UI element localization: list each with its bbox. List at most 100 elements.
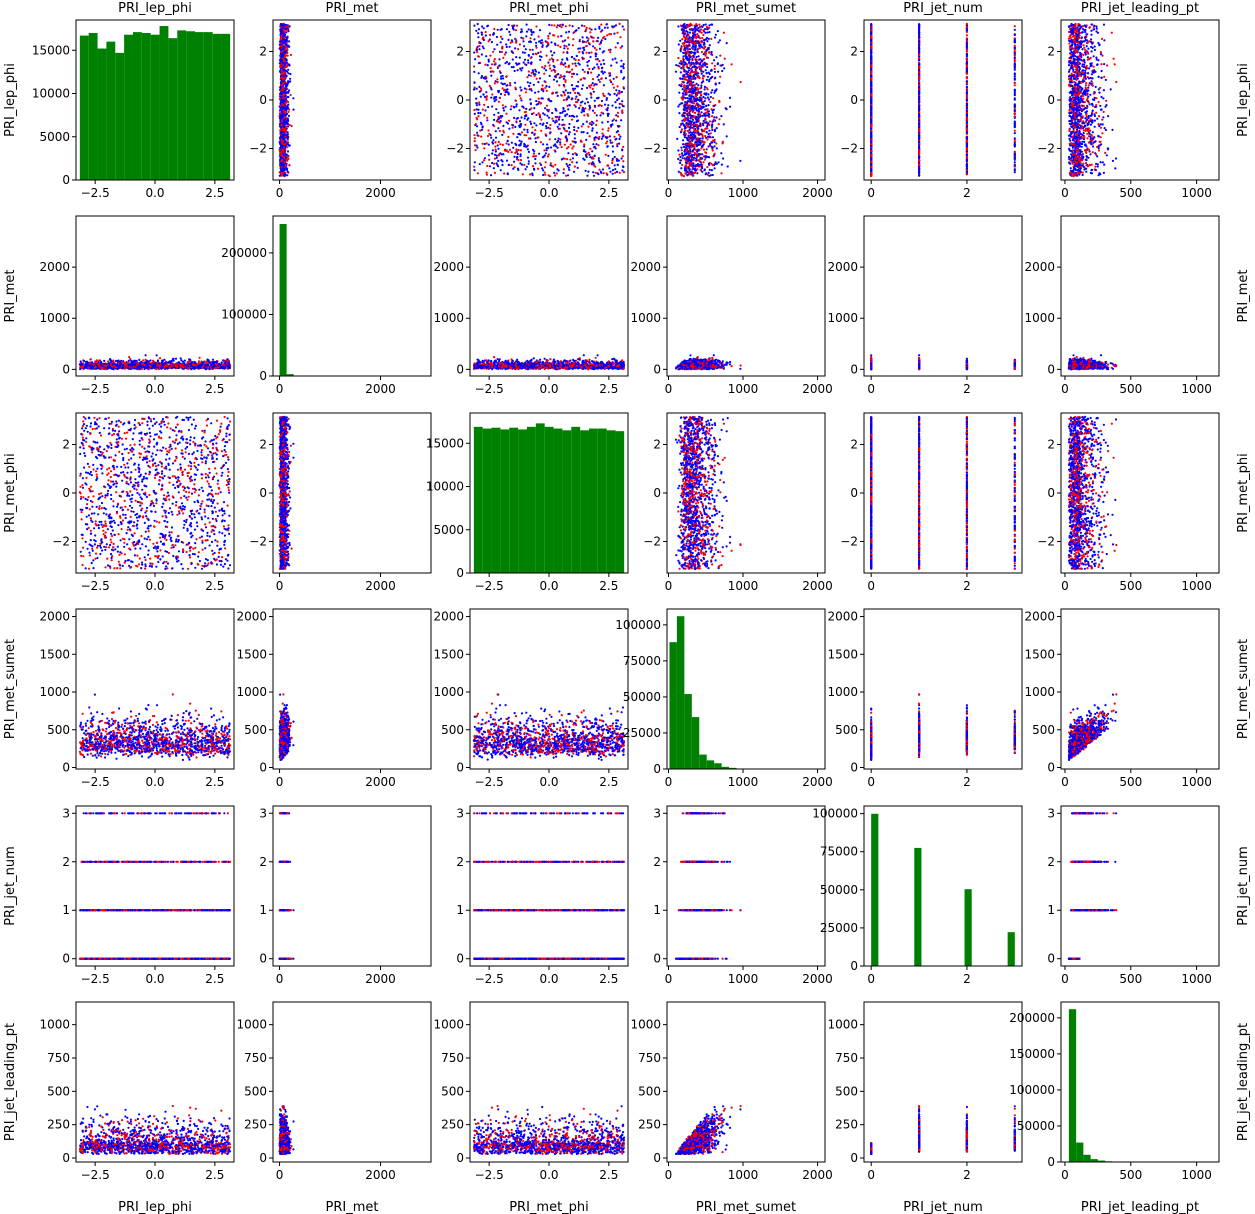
scatter-point [491,152,494,155]
scatter-point [493,27,496,31]
scatter-point [586,86,589,89]
scatter-point [475,102,478,105]
scatter-point [593,111,596,114]
scatter-points [674,22,742,178]
scatter-point [534,157,537,161]
scatter-point [697,127,700,130]
scatter-point [720,152,723,155]
scatter-point [551,91,554,94]
scatter-point [597,157,600,160]
histogram-bar [159,26,169,180]
scatter-point [690,68,693,71]
scatter-point [534,91,537,94]
scatter-point [483,114,486,117]
scatter-point [686,110,689,113]
scatter-point [285,85,288,88]
scatter-point [545,104,549,107]
scatter-point [567,166,570,169]
scatter-point [537,81,540,84]
scatter-point [695,55,698,59]
scatter-point [587,59,591,62]
scatter-point [520,30,524,33]
scatter-point [696,143,699,146]
scatter-point [282,131,285,134]
scatter-point [689,124,692,127]
scatter-point [544,81,547,84]
scatter-point [506,91,510,94]
scatter-point [563,75,566,78]
scatter-point [480,128,483,131]
scatter-point [711,173,714,177]
scatter-point [703,88,706,91]
scatter-point [545,45,548,48]
scatter-point [708,78,711,81]
scatter-point [696,33,699,36]
scatter-point [494,150,497,153]
scatter-point [599,63,603,66]
scatter-point [485,91,488,94]
scatter-point [710,145,714,148]
scatter-point [692,92,695,95]
scatter-point [548,74,551,77]
scatter-point [605,98,608,101]
scatter-point [519,97,522,100]
scatter-point [684,158,687,161]
scatter-point [533,38,536,41]
scatter-point [529,37,532,40]
scatter-point [478,103,481,106]
scatter-point [592,40,595,43]
scatter-point [286,105,289,108]
scatter-point [500,82,503,85]
scatter-point [680,62,683,65]
subplot-r0-c3: 0 1000 2000−202 [643,19,833,200]
scatter-point [561,118,564,121]
scatter-point [570,75,574,78]
scatter-point [609,139,612,142]
scatter-point [555,91,558,94]
scatter-point [688,50,691,54]
scatter-point [501,37,504,41]
scatter-point [682,175,686,178]
scatter-point [602,134,605,137]
scatter-point [513,81,517,84]
scatter-point [715,162,719,165]
ylabel-right-PRI_met: PRI_met [1236,270,1251,323]
x-tick-label: 0.0 [145,186,164,200]
scatter-point [712,97,715,100]
scatter-point [709,132,712,135]
scatter-point [715,56,718,59]
scatter-point [616,158,619,161]
scatter-point [510,151,513,154]
scatter-point [515,56,518,59]
scatter-point [612,77,615,80]
scatter-point [622,63,625,66]
scatter-point [542,173,545,177]
scatter-point [697,148,700,151]
scatter-point [611,104,614,107]
scatter-point [496,78,499,81]
scatter-point [531,131,534,134]
scatter-point [680,85,683,88]
scatter-point [541,167,544,170]
scatter-point [622,160,625,163]
scatter-point [620,90,624,94]
scatter-point [1013,91,1016,94]
scatter-point [566,113,569,116]
scatter-point [503,88,506,91]
scatter-point [568,131,571,134]
scatter-point [689,98,692,101]
scatter-point [543,113,546,116]
scatter-point [556,59,559,62]
scatter-point [710,37,713,41]
scatter-point [547,37,550,40]
scatter-point [537,97,540,100]
scatter-point [720,172,723,175]
scatter-point [701,25,704,28]
scatter-point [703,38,706,42]
scatter-point [717,70,720,73]
scatter-point [592,143,595,146]
scatter-point [692,158,695,162]
scatter-point [537,51,540,55]
scatter-point [280,151,283,154]
